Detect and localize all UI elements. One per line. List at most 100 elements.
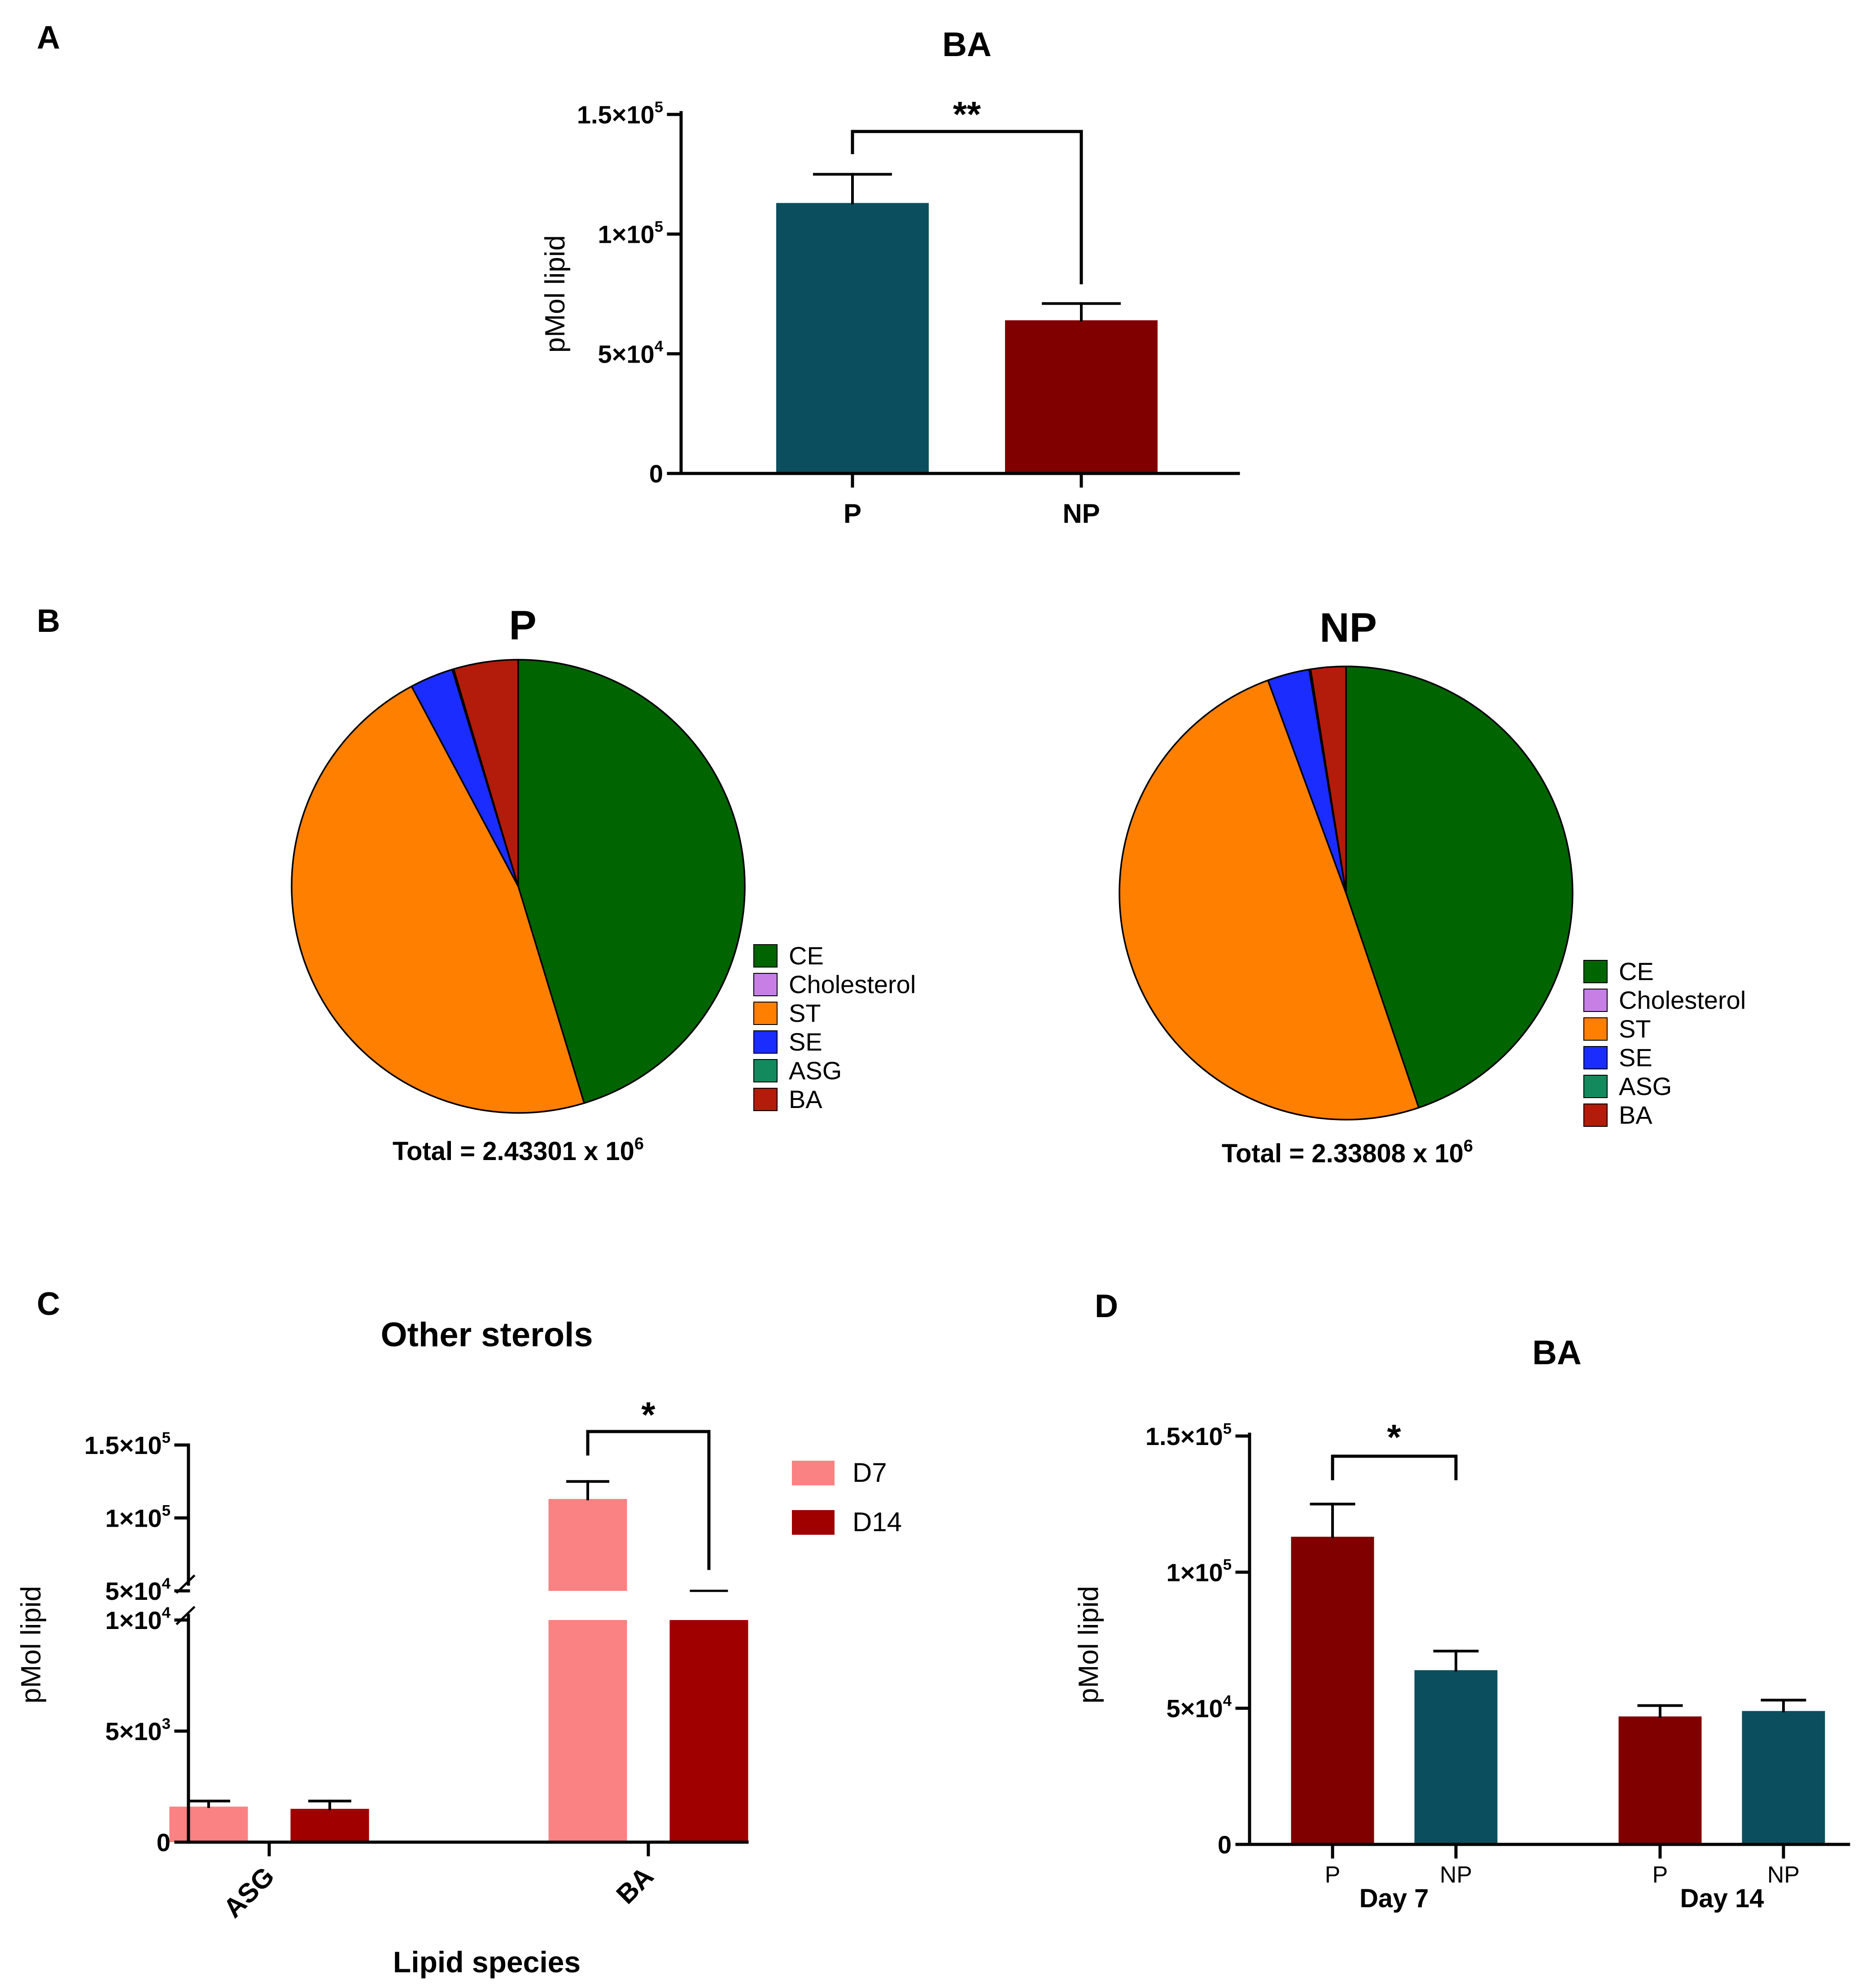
- panelC-bar-D7-BA: [548, 1499, 627, 1591]
- tick-mantissa: 1×10: [598, 220, 655, 249]
- tick-mantissa: 5×10: [105, 1717, 162, 1746]
- total-exponent: 6: [1464, 1137, 1473, 1156]
- panelC-ytick-label: 0: [157, 1828, 170, 1857]
- legend-label-BA: BA: [789, 1085, 822, 1113]
- tick-mantissa: 1.5×10: [1145, 1422, 1223, 1450]
- panelA-ytick-label: 1.5×105: [577, 99, 663, 129]
- pie-slice-P-BA: [453, 659, 519, 887]
- panelC-ytick-label: 1×104: [105, 1604, 171, 1634]
- tick-exponent: 4: [162, 1604, 171, 1621]
- panelD-ylabel: pMol lipid: [1073, 1586, 1104, 1703]
- panelA-ylabel: pMol lipid: [540, 235, 571, 353]
- panelC-bar-D14-ASG: [290, 1808, 369, 1842]
- tick-mantissa: 5×10: [1167, 1695, 1223, 1723]
- legend-swatch-ST: [1583, 1017, 1608, 1041]
- panelA-bar-NP: [1005, 320, 1158, 473]
- legend-swatch-Cholesterol: [1583, 989, 1608, 1012]
- total-text: Total = 2.43301 x 10: [393, 1137, 634, 1166]
- pie-title-P: P: [509, 603, 536, 648]
- panelD-xlabel-0: P: [1325, 1862, 1341, 1888]
- panelC-ytick-label: 1×105: [105, 1502, 170, 1532]
- tick-exponent: 5: [162, 1429, 170, 1446]
- tick-mantissa: 0: [1218, 1830, 1232, 1859]
- tick-mantissa: 1×10: [105, 1606, 162, 1634]
- tick-mantissa: 1.5×10: [84, 1431, 162, 1459]
- panelD-xlabel-2: P: [1652, 1862, 1668, 1888]
- panelC-bar-lower-D7-BA: [548, 1620, 627, 1842]
- tick-mantissa: 1×10: [1167, 1558, 1223, 1586]
- panelC-legend-label-D7: D7: [852, 1458, 887, 1488]
- panelD-ytick-label: 5×104: [1167, 1692, 1232, 1722]
- tick-mantissa: 5×10: [105, 1577, 162, 1605]
- legend-swatch-SE: [1583, 1046, 1608, 1069]
- total-exponent: 6: [634, 1134, 644, 1153]
- panelC-ylabel: pMol lipid: [16, 1586, 47, 1703]
- legend-swatch-BA: [1583, 1103, 1608, 1127]
- tick-mantissa: 0: [649, 460, 663, 488]
- legend-label-SE: SE: [789, 1028, 822, 1056]
- panel-letter-C: C: [37, 1286, 60, 1322]
- panelA-bar-P: [776, 203, 929, 473]
- panelC-xlabel: Lipid species: [393, 1945, 581, 1979]
- panelC-bar-D7-ASG: [169, 1806, 248, 1842]
- tick-exponent: 4: [162, 1575, 171, 1592]
- legend-swatch-ST: [753, 1002, 778, 1025]
- panelD-ytick-label: 1×105: [1167, 1556, 1232, 1586]
- panelD-sig-label: *: [1387, 1417, 1401, 1457]
- panelD-bar-2-P: [1618, 1716, 1702, 1844]
- legend-label-ASG: ASG: [1619, 1072, 1672, 1100]
- pie-slice-NP-ST: [1119, 679, 1420, 1121]
- legend-swatch-SE: [753, 1030, 778, 1054]
- panelC-ytick-label: 1.5×105: [84, 1429, 170, 1459]
- pie-slice-P-CE: [517, 659, 746, 1104]
- legend-label-ST: ST: [789, 999, 821, 1027]
- legend-swatch-CE: [753, 944, 778, 968]
- panelD-bar-3-NP: [1742, 1711, 1825, 1844]
- tick-exponent: 5: [1223, 1420, 1232, 1437]
- tick-exponent: 4: [1223, 1692, 1232, 1709]
- legend-swatch-ASG: [1583, 1075, 1608, 1098]
- panelA-ytick-label: 0: [649, 460, 663, 488]
- tick-exponent: 5: [1223, 1556, 1232, 1573]
- panelA-xlabel-P: P: [844, 499, 861, 529]
- legend-swatch-CE: [1583, 960, 1608, 983]
- tick-mantissa: 0: [157, 1828, 170, 1857]
- panelC-legend-label-D14: D14: [852, 1507, 902, 1537]
- pie-total-NP: Total = 2.33808 x 106: [1222, 1137, 1473, 1168]
- legend-label-BA: BA: [1619, 1101, 1652, 1129]
- total-text: Total = 2.33808 x 10: [1222, 1139, 1464, 1168]
- panelA-title: BA: [942, 26, 992, 64]
- tick-exponent: 5: [655, 218, 663, 235]
- tick-mantissa: 1.5×10: [577, 101, 655, 129]
- panelA-ytick-label: 1×105: [598, 218, 663, 248]
- panel-letter-A: A: [37, 20, 60, 56]
- panelD-bar-1-NP: [1414, 1670, 1498, 1844]
- tick-mantissa: 5×10: [598, 340, 655, 368]
- pie-slice-P-ST: [291, 685, 585, 1114]
- legend-label-ASG: ASG: [789, 1056, 842, 1085]
- pie-title-NP: NP: [1320, 605, 1377, 651]
- legend-swatch-ASG: [753, 1059, 778, 1082]
- pie-slice-NP-CE: [1345, 666, 1573, 1109]
- panelD-ytick-label: 0: [1218, 1830, 1232, 1859]
- legend-label-SE: SE: [1619, 1043, 1652, 1072]
- panelA-sig-label: **: [953, 94, 981, 134]
- legend-swatch-BA: [753, 1088, 778, 1111]
- panel-letter-B: B: [37, 603, 60, 639]
- pie-total-P: Total = 2.43301 x 106: [393, 1134, 644, 1166]
- panelD-xlabel-3: NP: [1767, 1862, 1800, 1888]
- panelC-legend-swatch-D7: [792, 1461, 835, 1485]
- panelC-ytick-label: 5×103: [105, 1715, 170, 1745]
- legend-label-Cholesterol: Cholesterol: [789, 970, 916, 998]
- tick-exponent: 5: [162, 1502, 170, 1519]
- legend-label-CE: CE: [1619, 957, 1654, 985]
- tick-exponent: 4: [655, 338, 664, 355]
- panelC-bar-lower-D14-BA: [669, 1620, 748, 1842]
- panelA-xlabel-NP: NP: [1062, 499, 1100, 529]
- panelC-title: Other sterols: [380, 1316, 593, 1354]
- panelD-ytick-label: 1.5×105: [1145, 1420, 1232, 1450]
- panelA-ytick-label: 5×104: [598, 338, 664, 368]
- panel-letter-D: D: [1095, 1288, 1118, 1324]
- legend-swatch-Cholesterol: [753, 973, 778, 996]
